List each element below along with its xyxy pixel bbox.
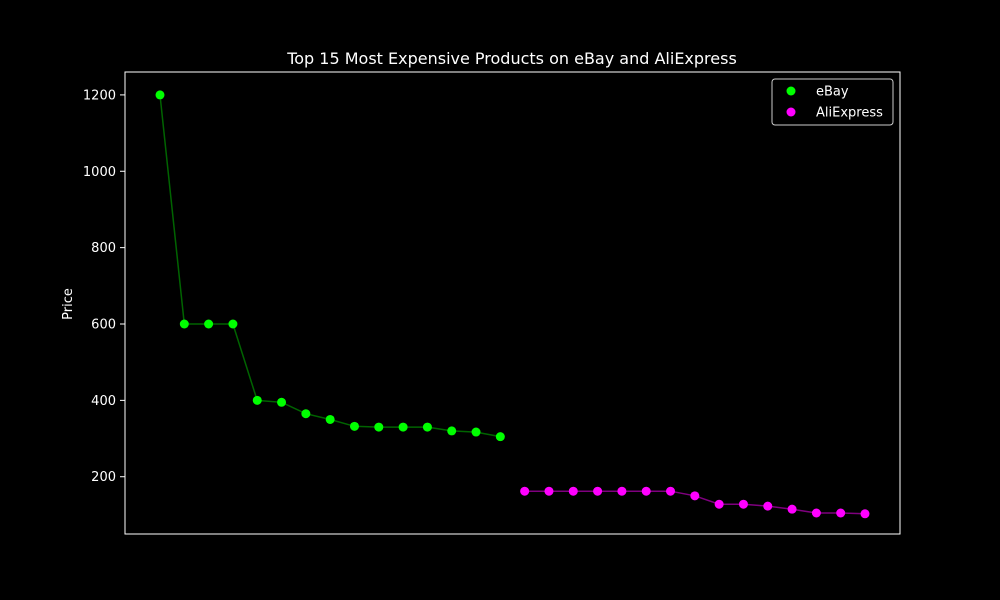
ebay-point (422, 422, 432, 432)
aliexpress-point (520, 486, 530, 496)
plot-area-frame (124, 71, 901, 535)
ebay-point (325, 414, 335, 424)
ebay-point (374, 422, 384, 432)
aliexpress-point (690, 491, 700, 501)
y-axis-label: Price (61, 288, 76, 320)
aliexpress-point (544, 486, 554, 496)
ebay-point (252, 395, 262, 405)
ebay-point (228, 319, 238, 329)
aliexpress-point (738, 499, 748, 509)
legend-label-ebay: eBay (816, 85, 849, 100)
chart-title: Top 15 Most Expensive Products on eBay a… (286, 49, 737, 68)
y-axis: 200 400 600 800 1000 1200 (83, 88, 125, 485)
aliexpress-point (836, 508, 846, 518)
ebay-point (301, 409, 311, 419)
y-tick-label: 400 (91, 394, 116, 409)
aliexpress-point (593, 486, 603, 496)
aliexpress-point (641, 486, 651, 496)
legend-frame (771, 78, 894, 126)
ebay-point (349, 421, 359, 431)
aliexpress-point (811, 508, 821, 518)
legend-marker-ebay (786, 86, 796, 96)
ebay-point (398, 422, 408, 432)
y-tick-label: 1200 (83, 88, 116, 103)
y-tick-label: 200 (91, 470, 116, 485)
legend-marker-aliexpress (786, 107, 796, 117)
ebay-point (447, 426, 457, 436)
ebay-point (471, 427, 481, 437)
ebay-point (495, 432, 505, 442)
legend-label-aliexpress: AliExpress (816, 106, 883, 121)
aliexpress-point (714, 499, 724, 509)
aliexpress-point (617, 486, 627, 496)
aliexpress-point (568, 486, 578, 496)
aliexpress-point (860, 509, 870, 519)
y-tick-label: 1000 (83, 165, 116, 180)
aliexpress-point (666, 486, 676, 496)
y-tick-label: 800 (91, 241, 116, 256)
legend: eBay AliExpress (771, 78, 894, 126)
series-layer (155, 90, 870, 519)
ebay-point (179, 319, 189, 329)
ebay-point (155, 90, 165, 100)
ebay-point (204, 319, 214, 329)
aliexpress-point (763, 501, 773, 511)
ebay-series-line (159, 94, 501, 438)
y-tick-label: 600 (91, 318, 116, 333)
aliexpress-point (787, 504, 797, 514)
ebay-point (277, 397, 287, 407)
